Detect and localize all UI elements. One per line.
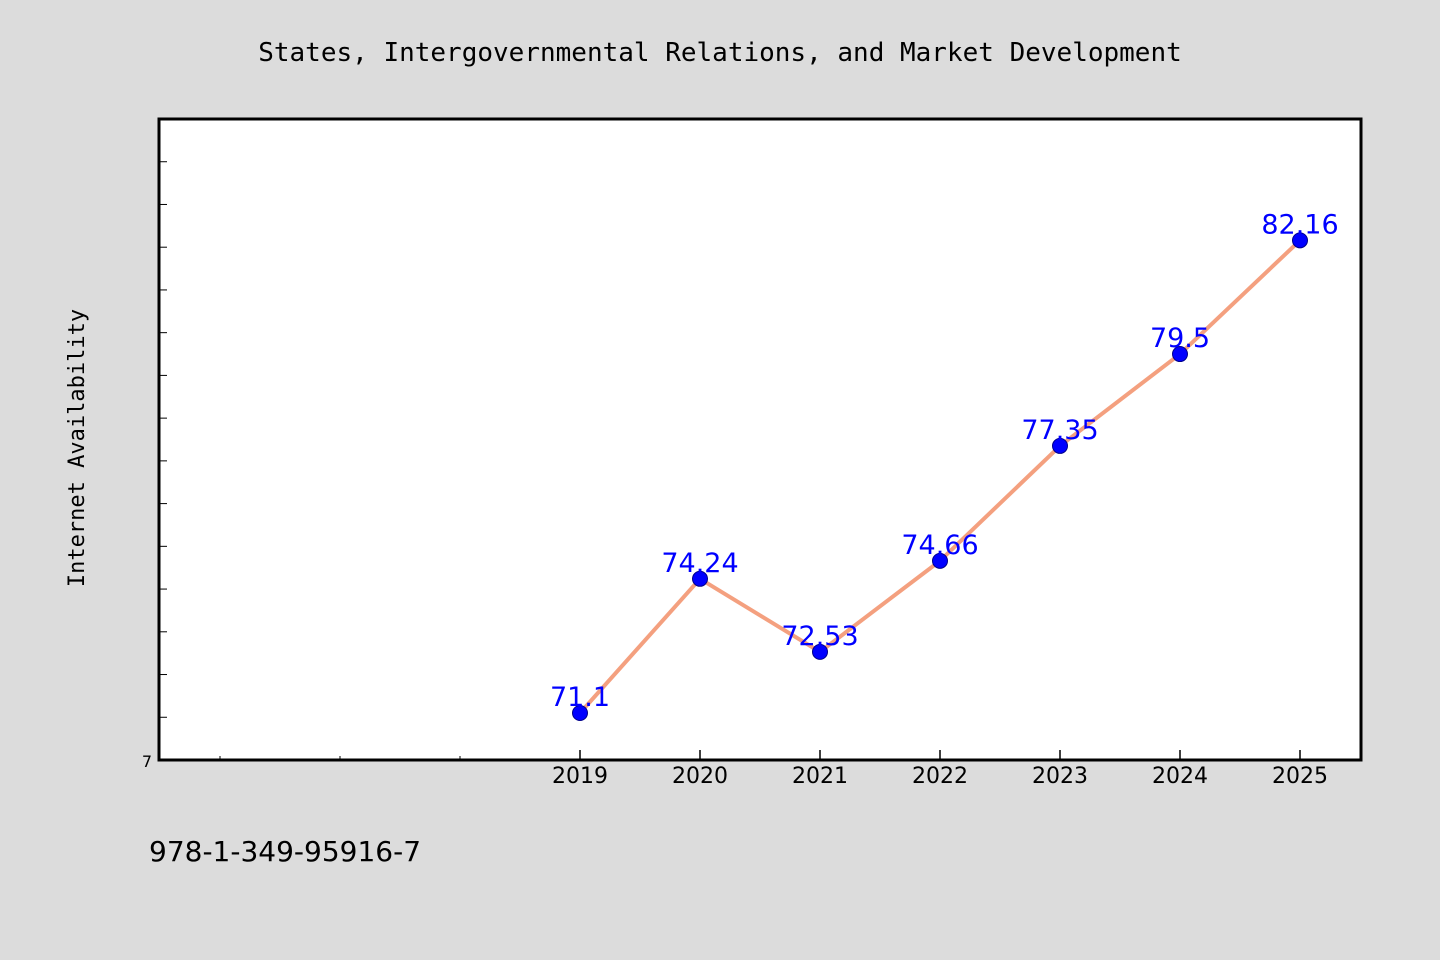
data-label: 71.1	[550, 682, 610, 713]
footnote-isbn: 978-1-349-95916-7	[149, 835, 421, 868]
data-label: 82.16	[1261, 209, 1338, 240]
data-point	[1292, 232, 1308, 249]
data-label: 79.5	[1150, 323, 1210, 354]
series-layer: 71.1 74.24 72.53 74.66 77.35 79.5 82.16	[550, 209, 1339, 721]
x-tick-label: 2024	[1152, 764, 1208, 789]
plot-area	[157, 117, 1363, 762]
x-tick-label: 2019	[552, 764, 608, 789]
data-point	[572, 704, 588, 721]
chart-title: States, Intergovernmental Relations, and…	[258, 38, 1182, 68]
y-axis-label: Internet Availability	[65, 309, 90, 587]
data-label: 74.66	[901, 530, 978, 561]
data-label: 77.35	[1021, 415, 1098, 446]
x-tick-label: 2022	[912, 764, 968, 789]
x-tick-label: 2020	[672, 764, 728, 789]
y-tick-label: 7	[142, 752, 152, 771]
x-tick-label: 2023	[1032, 764, 1088, 789]
y-axis-ticks	[159, 161, 167, 718]
data-point	[692, 570, 708, 587]
data-point	[812, 643, 828, 660]
data-point	[1172, 346, 1188, 363]
data-label: 74.24	[661, 548, 738, 579]
data-point	[932, 552, 948, 569]
data-label: 72.53	[781, 621, 858, 652]
data-point	[1052, 437, 1068, 454]
x-tick-label: 2025	[1272, 764, 1328, 789]
x-tick-label: 2021	[792, 764, 848, 789]
x-axis-ticks: 2019 2020 2021 2022 2023 2024 2025	[219, 750, 1328, 789]
